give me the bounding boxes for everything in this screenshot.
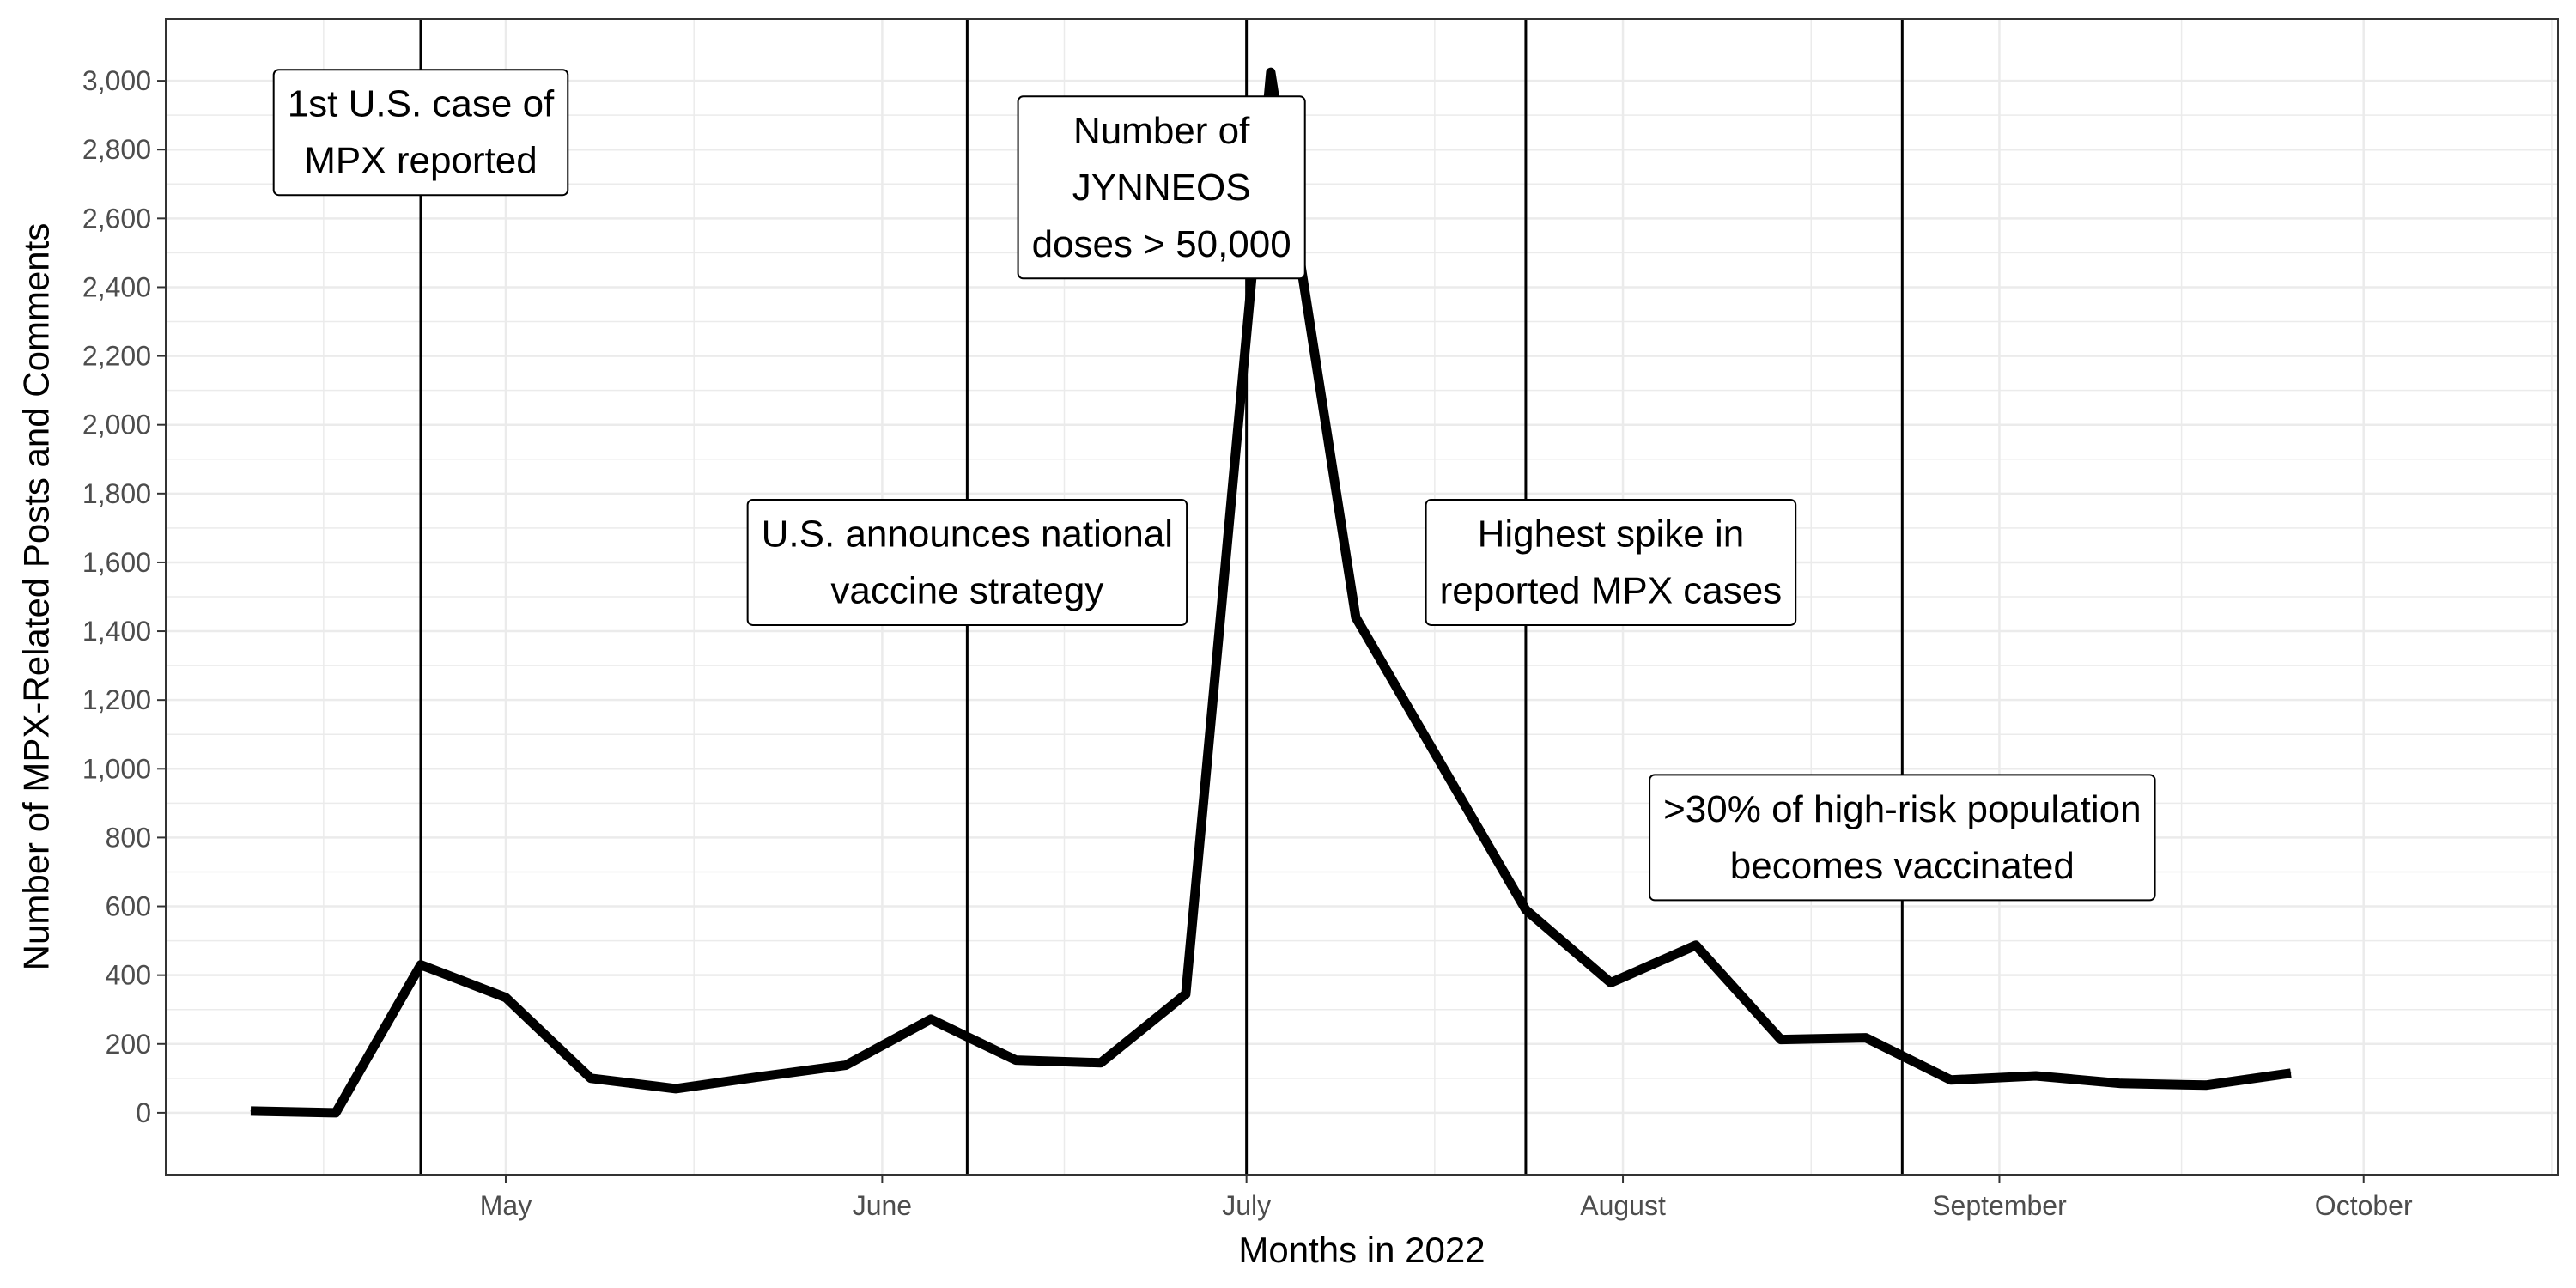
annotation-text: U.S. announces national <box>762 513 1173 555</box>
data-point <box>930 1018 932 1020</box>
x-tick-label: October <box>2315 1190 2413 1221</box>
data-point <box>1525 909 1527 911</box>
data-point <box>1270 71 1272 73</box>
annotation-text: JYNNEOS <box>1072 167 1251 209</box>
data-point <box>2035 1075 2037 1077</box>
data-point <box>250 1110 252 1112</box>
annotation: U.S. announces national vaccine strategy <box>746 498 1188 626</box>
annotation-text: Number of <box>1073 110 1250 152</box>
y-tick-label: 2,800 <box>82 134 151 165</box>
data-point <box>1185 993 1187 995</box>
annotation: Highest spike in reported MPX cases <box>1425 498 1797 626</box>
data-point <box>1355 617 1357 618</box>
y-axis: 0 200 400 600 800 1,000 1,200 1,400 1,600 1,800 2,… <box>82 65 166 1128</box>
x-axis-title: Months in 2022 <box>1238 1230 1485 1270</box>
x-tick-label: August <box>1580 1190 1666 1221</box>
annotation-box <box>1425 498 1797 626</box>
x-tick-label: June <box>853 1190 912 1221</box>
x-tick-label: July <box>1222 1190 1271 1221</box>
data-point <box>1950 1079 1952 1081</box>
panel-border <box>165 18 2559 1176</box>
annotation-text: becomes vaccinated <box>1730 845 2075 887</box>
data-point <box>1100 1062 1102 1064</box>
annotation-text: vaccine strategy <box>830 569 1103 611</box>
y-tick-label: 1,400 <box>82 616 151 647</box>
annotation-text: MPX reported <box>304 140 537 182</box>
annotation-box <box>1017 95 1306 280</box>
y-tick-label: 800 <box>106 822 151 853</box>
y-tick-label: 0 <box>136 1097 151 1128</box>
annotation: Number of JYNNEOS doses > 50,000 <box>1017 95 1306 280</box>
annotation: >30% of high-risk population becomes vacc… <box>1649 774 2156 902</box>
annotation-box <box>272 69 569 197</box>
data-point <box>505 997 507 999</box>
y-tick-label: 1,600 <box>82 547 151 578</box>
annotation-text: Highest spike in <box>1478 513 1745 555</box>
y-tick-label: 600 <box>106 891 151 922</box>
annotation-text: reported MPX cases <box>1440 569 1783 611</box>
x-tick-label: September <box>1932 1190 2067 1221</box>
series-line <box>250 67 2292 1118</box>
data-point <box>845 1065 847 1066</box>
y-tick-label: 2,000 <box>82 410 151 440</box>
y-tick-label: 3,000 <box>82 65 151 96</box>
x-axis: May June July August September October <box>480 1175 2413 1221</box>
y-axis-title: Number of MPX-Related Posts and Comments <box>16 223 57 971</box>
y-tick-label: 2,600 <box>82 203 151 234</box>
data-point <box>335 1112 337 1114</box>
data-point <box>420 964 422 966</box>
y-tick-label: 1,000 <box>82 753 151 784</box>
data-point <box>1865 1037 1867 1039</box>
annotations: 1st U.S. case of MPX reported Number of JYN… <box>272 69 2156 902</box>
annotation: 1st U.S. case of MPX reported <box>272 69 569 197</box>
data-point <box>760 1076 762 1078</box>
y-tick-label: 200 <box>106 1029 151 1060</box>
annotation-text: >30% of high-risk population <box>1663 788 2141 830</box>
data-point <box>2205 1084 2207 1086</box>
annotation-box <box>1649 774 2156 902</box>
data-point <box>2120 1083 2122 1084</box>
y-tick-label: 400 <box>106 960 151 991</box>
y-tick-label: 2,400 <box>82 271 151 302</box>
annotation-text: doses > 50,000 <box>1032 223 1291 265</box>
data-point <box>2290 1072 2292 1074</box>
data-point <box>675 1088 677 1090</box>
y-tick-label: 1,800 <box>82 478 151 509</box>
series-layer <box>250 67 2292 1118</box>
y-tick-label: 2,200 <box>82 341 151 372</box>
data-point <box>1780 1039 1782 1041</box>
y-tick-label: 1,200 <box>82 684 151 715</box>
annotation-text: 1st U.S. case of <box>288 83 555 125</box>
x-tick-label: May <box>480 1190 532 1221</box>
data-point <box>1610 981 1612 983</box>
annotation-box <box>746 498 1188 626</box>
